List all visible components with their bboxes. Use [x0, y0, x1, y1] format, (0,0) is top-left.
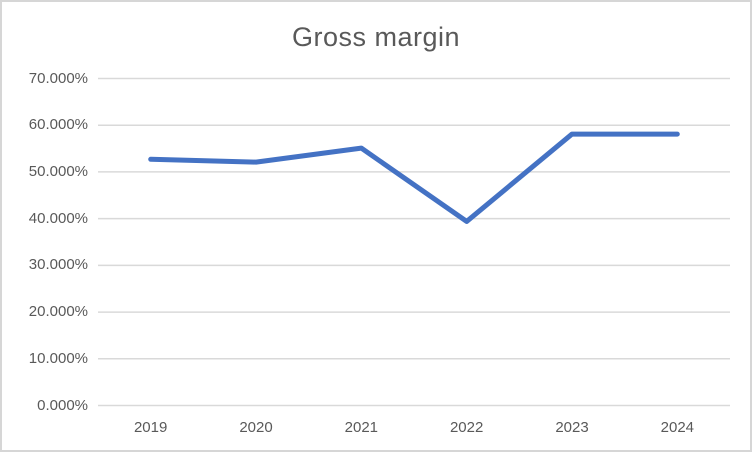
x-axis-tick-label: 2024 — [660, 419, 695, 436]
y-axis-tick-label: 10.000% — [28, 349, 88, 367]
series-line — [148, 131, 680, 224]
y-axis-tick-label: 20.000% — [28, 303, 88, 321]
y-axis-tick-label: 30.000% — [28, 256, 88, 274]
y-axis-tick-label: 60.000% — [28, 116, 88, 134]
x-axis-tick-label: 2023 — [555, 419, 589, 436]
y-axis-tick-label: 0.000% — [37, 396, 88, 414]
x-axis-tick-label: 2021 — [344, 419, 379, 436]
chart-title: Gross margin — [291, 22, 461, 52]
y-axis-tick-label: 40.000% — [28, 209, 88, 227]
y-axis-tick-label: 50.000% — [28, 162, 88, 180]
x-axis-tick-label: 2022 — [449, 419, 484, 436]
y-axis-tick-label: 70.000% — [28, 69, 88, 87]
x-axis-tick-label: 2019 — [133, 419, 168, 436]
x-axis-tick-label: 2020 — [239, 419, 273, 436]
